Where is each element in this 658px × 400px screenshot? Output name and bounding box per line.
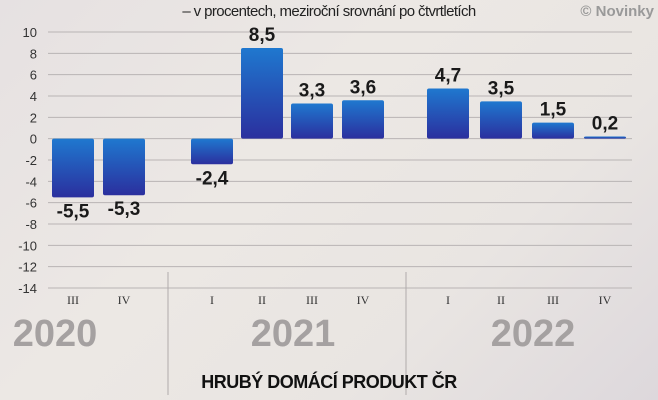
bar — [52, 138, 94, 198]
bar — [342, 100, 384, 139]
data-label: 3,5 — [488, 78, 515, 99]
x-tick-label: IV — [599, 293, 612, 307]
year-label: 2022 — [491, 313, 576, 355]
bar — [191, 138, 233, 165]
bar — [241, 48, 283, 139]
y-tick-label: 10 — [23, 25, 37, 40]
bar — [103, 138, 145, 196]
data-label: 0,2 — [592, 114, 618, 135]
y-tick-label: 8 — [30, 46, 37, 61]
data-label: 3,3 — [299, 80, 325, 101]
data-label: 1,5 — [540, 100, 567, 121]
x-tick-label: IV — [118, 293, 131, 307]
y-tick-label: 6 — [30, 68, 37, 83]
y-tick-label: -14 — [18, 281, 37, 296]
x-tick-label: III — [67, 293, 79, 307]
y-tick-label: -4 — [25, 174, 37, 189]
y-tick-label: -12 — [18, 260, 37, 275]
bar — [291, 103, 333, 139]
x-tick-label: IV — [357, 293, 370, 307]
year-label: 2021 — [251, 313, 336, 355]
x-tick-label: I — [210, 293, 214, 307]
x-tick-label: II — [497, 293, 505, 307]
y-tick-label: -2 — [25, 153, 37, 168]
y-tick-label: -6 — [25, 196, 37, 211]
data-label: -5,5 — [57, 201, 90, 222]
x-tick-label: I — [446, 293, 450, 307]
bar — [532, 122, 574, 139]
data-label: 4,7 — [435, 66, 461, 87]
y-tick-label: 0 — [30, 132, 37, 147]
credit: © Novinky — [580, 3, 654, 20]
y-tick-label: 4 — [30, 89, 37, 104]
x-tick-label: III — [547, 293, 559, 307]
data-label: 3,6 — [350, 77, 376, 98]
bar — [427, 88, 469, 139]
data-label: 8,5 — [249, 25, 276, 46]
y-tick-label: -8 — [25, 217, 37, 232]
y-tick-label: -10 — [18, 238, 37, 253]
y-tick-label: 2 — [30, 110, 37, 125]
data-label: -5,3 — [108, 199, 141, 220]
data-label: -2,4 — [196, 168, 229, 189]
x-tick-label: III — [306, 293, 318, 307]
chart-title: HRUBÝ DOMÁCÍ PRODUKT ČR — [201, 372, 457, 392]
chart-subtitle: – v procentech, meziroční srovnání po čt… — [182, 3, 476, 20]
bar — [480, 101, 522, 139]
x-tick-label: II — [258, 293, 266, 307]
year-label: 2020 — [13, 313, 98, 355]
bar — [584, 136, 626, 139]
